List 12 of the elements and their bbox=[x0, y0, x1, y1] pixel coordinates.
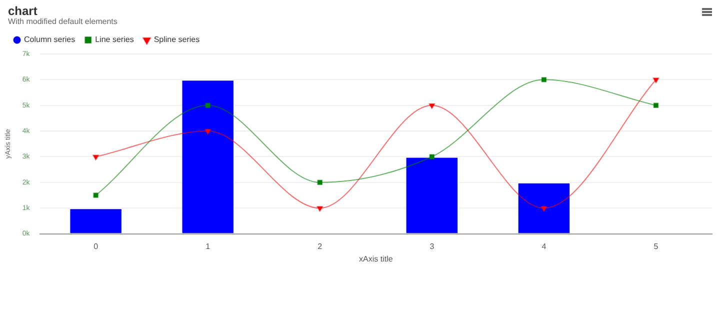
legend-label: Column series bbox=[24, 35, 76, 44]
x-tick-label: 5 bbox=[654, 242, 659, 251]
legend-label: Line series bbox=[95, 35, 134, 44]
x-tick-label: 2 bbox=[318, 242, 323, 251]
x-axis-title: xAxis title bbox=[359, 254, 394, 264]
legend-label: Spline series bbox=[154, 35, 200, 44]
x-tick-label: 4 bbox=[542, 242, 547, 251]
x-tick-label: 1 bbox=[206, 242, 211, 251]
x-tick-label: 0 bbox=[94, 242, 99, 251]
chart-title: chart bbox=[8, 4, 38, 18]
x-tick-label: 3 bbox=[430, 242, 435, 251]
chart-subtitle: With modified default elements bbox=[8, 17, 118, 26]
